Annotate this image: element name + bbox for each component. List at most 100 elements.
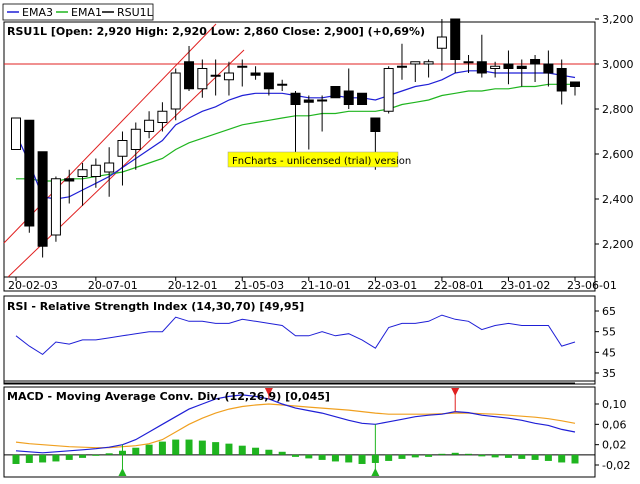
candle (343, 68, 354, 109)
buy-signal-arrow (118, 468, 127, 476)
macd-histogram-bar (345, 454, 353, 463)
candle (490, 61, 501, 78)
macd-histogram-bar (145, 444, 153, 455)
price-plot-area[interactable] (3, 18, 595, 278)
y-tick-label: 3,200 (602, 13, 634, 26)
macd-histogram-bar (491, 454, 499, 458)
candle (396, 43, 407, 80)
candle-body (223, 72, 234, 81)
legend-item-ema3[interactable]: EMA3 (7, 6, 53, 19)
sell-signal-arrow (264, 388, 273, 396)
candle-body (250, 72, 261, 76)
candle-body (383, 68, 394, 112)
candle-body (410, 61, 421, 65)
macd-histogram-bar (238, 445, 246, 455)
candle (543, 50, 554, 87)
macd-histogram-bar (198, 440, 206, 455)
y-tick-label: 65 (602, 305, 616, 318)
candle-body (396, 65, 407, 68)
candle-body (77, 169, 88, 177)
sell-signal-arrow (451, 388, 460, 396)
candle (357, 92, 368, 105)
macd-histogram-bar (172, 439, 180, 455)
macd-histogram-bar (438, 453, 446, 455)
candle-body (24, 119, 35, 227)
candle (11, 117, 21, 150)
x-tick-label: 20-02-03 (8, 279, 58, 292)
candle-body (104, 162, 115, 173)
macd-histogram-bar (278, 451, 286, 455)
candle-body (64, 178, 75, 182)
macd-histogram-bar (305, 454, 313, 459)
macd-histogram-bar (504, 454, 512, 458)
macd-histogram-bar (331, 454, 339, 462)
rsi-plot-area[interactable] (4, 314, 576, 384)
x-tick-label: 22-03-01 (367, 279, 417, 292)
macd-histogram-bar (79, 454, 87, 458)
legend-item-ema1[interactable]: EMA1 (56, 6, 102, 19)
y-tick-label: -0,02 (602, 459, 630, 472)
macd-histogram-bar (265, 449, 273, 455)
x-tick-label: 20-07-01 (88, 279, 138, 292)
y-tick-label: 2,600 (602, 148, 634, 161)
candle (410, 61, 421, 82)
candle (516, 59, 527, 87)
y-tick-label: 0,10 (602, 398, 627, 411)
candle-body (343, 90, 354, 105)
macd-histogram-bar (518, 454, 526, 459)
macd-plot-area[interactable] (4, 388, 595, 476)
macd-histogram-bar (39, 454, 47, 463)
macd-histogram-bar (465, 453, 473, 455)
candle-body (50, 178, 61, 236)
candle (37, 151, 48, 258)
candle-body (290, 92, 301, 105)
x-tick-label: 23-01-02 (500, 279, 550, 292)
candle-body (570, 81, 580, 87)
macd-histogram-bar (252, 447, 260, 455)
candle (450, 18, 461, 73)
candle-body (184, 61, 195, 90)
macd-histogram-bar (52, 454, 60, 462)
candle (130, 122, 141, 170)
candle (104, 147, 115, 197)
candle-body (490, 65, 501, 69)
x-tick-label: 23-06-01 (567, 279, 617, 292)
x-tick-label: 21-05-03 (234, 279, 284, 292)
macd-histogram-bar (358, 454, 366, 464)
macd-histogram-bar (318, 454, 326, 460)
candle-body (144, 119, 155, 132)
legend-item-rsu1l[interactable]: RSU1L (102, 6, 154, 19)
candle-body (157, 110, 168, 123)
macd-histogram-bar (385, 454, 393, 461)
candle-body (330, 86, 341, 99)
candle (77, 163, 88, 206)
x-tick-label: 21-10-01 (301, 279, 351, 292)
candle (303, 95, 314, 150)
macd-histogram-bar (544, 454, 552, 461)
candle-body (370, 117, 381, 132)
candle (237, 59, 248, 87)
macd-histogram-bar (65, 454, 73, 460)
y-tick-label: 55 (602, 326, 616, 339)
macd-y-axis: 0,10 0,06 0,02 -0,02 (595, 398, 630, 472)
candle (530, 55, 541, 82)
rsi-line (15, 314, 576, 356)
candle-body (543, 63, 554, 74)
candle (24, 119, 35, 233)
candle (556, 59, 567, 105)
x-tick-label: 22-08-01 (434, 279, 484, 292)
y-tick-label: 0,02 (602, 439, 627, 452)
y-tick-label: 3,000 (602, 58, 634, 71)
candle (157, 102, 168, 132)
candle (197, 59, 208, 98)
candle-body (503, 63, 514, 69)
candle (436, 19, 447, 71)
candle (64, 169, 75, 204)
candle-body (170, 72, 181, 110)
candle (90, 158, 101, 188)
candle-body (556, 68, 567, 92)
candle-body (476, 61, 487, 74)
